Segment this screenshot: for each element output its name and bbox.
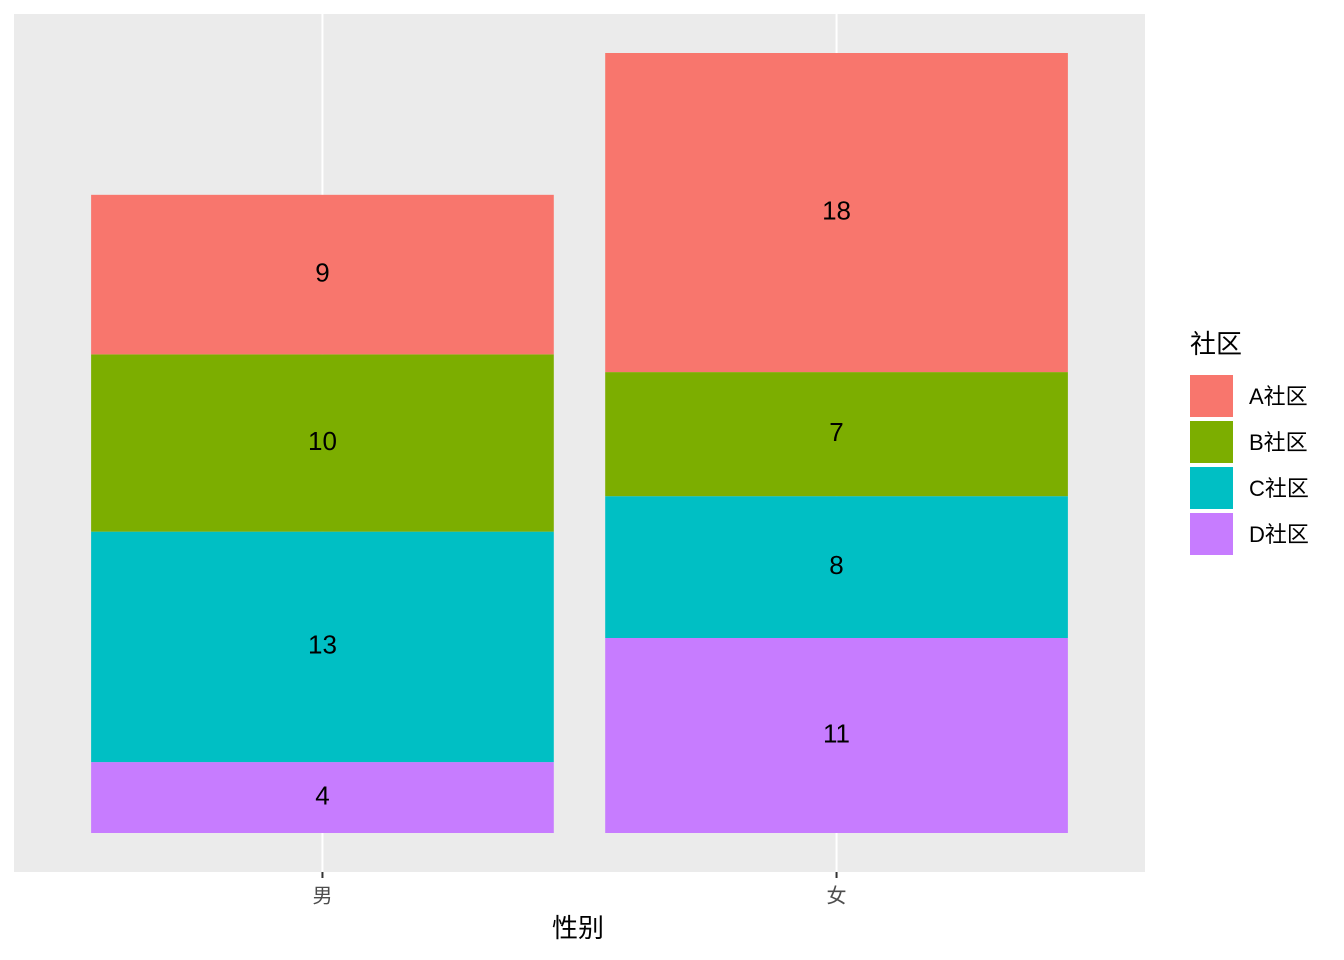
legend-key: [1190, 513, 1233, 555]
legend-title: 社区: [1190, 329, 1242, 359]
bar-segment: [91, 354, 554, 532]
data-label: 13: [308, 630, 337, 660]
data-label: 8: [829, 550, 843, 580]
legend-label: C社区: [1249, 476, 1309, 501]
data-label: 18: [822, 195, 851, 225]
data-label: 10: [308, 426, 337, 456]
x-tick-label: 女: [827, 884, 847, 907]
legend-label: A社区: [1249, 384, 1308, 409]
bar-segment: [605, 496, 1068, 638]
legend-key: [1190, 375, 1233, 417]
bar-segment: [91, 194, 554, 355]
bar-segment: [605, 53, 1068, 373]
x-axis-title: 性别: [552, 913, 604, 943]
legend-label: D社区: [1249, 522, 1309, 547]
legend-label: B社区: [1249, 430, 1308, 455]
bar-segment: [91, 762, 554, 833]
data-label: 4: [315, 780, 329, 810]
bar-segment: [605, 638, 1068, 833]
data-label: 7: [829, 417, 843, 447]
bar-segment: [605, 372, 1068, 497]
data-label: 11: [823, 718, 850, 748]
legend-key: [1190, 421, 1233, 463]
bar-segment: [91, 531, 554, 763]
legend-key: [1190, 467, 1233, 509]
x-tick-label: 男: [312, 885, 332, 907]
data-label: 9: [315, 257, 329, 287]
